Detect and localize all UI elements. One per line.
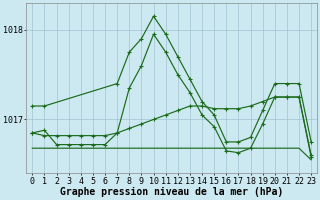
X-axis label: Graphe pression niveau de la mer (hPa): Graphe pression niveau de la mer (hPa) — [60, 187, 284, 197]
